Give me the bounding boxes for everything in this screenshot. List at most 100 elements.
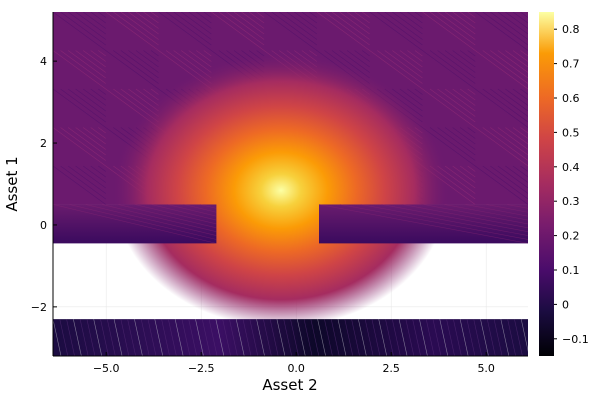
colorbar-tick-label: −0.1	[562, 333, 589, 346]
contour-line	[512, 127, 528, 139]
contour-line	[120, 319, 130, 356]
contour-line	[437, 88, 476, 117]
contour-line	[90, 127, 106, 139]
contour-line	[165, 12, 212, 46]
contour-line	[384, 50, 423, 79]
contour-line	[500, 319, 510, 356]
contour-line	[437, 127, 476, 156]
contour-line	[113, 50, 159, 84]
contour-line	[512, 12, 528, 24]
contour-line	[482, 127, 528, 161]
contour-line	[60, 12, 106, 46]
contour-line	[405, 319, 415, 356]
contour-line	[360, 204, 528, 236]
contour-line	[67, 127, 106, 156]
colorbar-tick-label: 0	[562, 298, 569, 311]
contour-line	[150, 204, 217, 221]
colorbar	[539, 12, 554, 356]
contour-line	[507, 319, 516, 356]
contour-line	[371, 319, 381, 356]
contour-line	[346, 12, 370, 29]
contour-line	[475, 127, 528, 167]
contour-line	[467, 165, 476, 172]
contour-line	[490, 12, 528, 40]
contour-line	[53, 50, 106, 90]
contour-line	[482, 12, 528, 46]
contour-line	[256, 319, 265, 356]
contour-line	[53, 165, 106, 205]
contour-line	[520, 127, 528, 134]
contour-line	[399, 88, 423, 106]
contour-line	[444, 127, 476, 150]
contour-line	[402, 204, 528, 229]
contour-line	[358, 319, 367, 356]
contour-line	[196, 50, 212, 62]
contour-line	[467, 88, 476, 95]
contour-line	[301, 12, 318, 24]
contour-line	[425, 319, 435, 356]
contour-line	[381, 204, 528, 233]
contour-line	[452, 50, 476, 68]
colorbar-tick-label: 0.7	[562, 58, 580, 71]
contour-line	[127, 319, 136, 356]
contour-line	[120, 12, 159, 40]
contour-line	[53, 127, 106, 167]
contour-line	[82, 50, 106, 68]
x-tick-label: 2.5	[382, 362, 400, 375]
contour-line	[310, 319, 320, 356]
contour-line	[150, 88, 159, 95]
contour-line	[173, 12, 212, 40]
contour-line	[497, 127, 528, 150]
plot-frame	[52, 12, 528, 357]
contour-line	[444, 204, 528, 221]
contour-line	[452, 127, 476, 145]
contour-line	[318, 204, 528, 244]
contour-line	[505, 165, 528, 183]
colorbar-tick-label: 0.6	[562, 92, 580, 105]
contour-line	[339, 12, 370, 35]
contour-line	[100, 319, 109, 356]
x-axis-title: Asset 2	[262, 376, 317, 394]
contour-line	[423, 204, 528, 225]
y-tick-label: −2	[31, 301, 47, 314]
contour-line	[196, 12, 212, 24]
contour-line	[437, 50, 476, 79]
contour-line	[330, 319, 340, 356]
contour-line	[459, 165, 476, 178]
contour-line	[128, 50, 159, 73]
contour-line	[134, 319, 143, 356]
contour-line	[98, 127, 106, 134]
y-axis-title: Asset 1	[3, 156, 21, 211]
contour-line	[439, 319, 449, 356]
contour-line	[520, 88, 528, 95]
contour-line	[290, 319, 299, 356]
contour-line	[53, 12, 106, 51]
contour-line	[158, 12, 212, 51]
colorbar-tick-label: 0.8	[562, 23, 580, 36]
contour-line	[497, 88, 528, 112]
contour-line	[168, 319, 177, 356]
contour-line	[520, 12, 528, 18]
contour-line	[90, 88, 106, 101]
contour-line	[475, 88, 528, 128]
contour-line	[385, 319, 394, 356]
contour-line	[459, 127, 476, 139]
contour-line	[407, 88, 423, 101]
contour-line	[324, 319, 333, 356]
contour-line	[241, 12, 265, 29]
contour-line	[466, 319, 476, 356]
contour-line	[135, 50, 159, 68]
contour-line	[60, 165, 106, 200]
contour-line	[453, 319, 462, 356]
x-axis-ticks: −5.0 −2.5 0.0 2.5 5.0	[93, 352, 495, 375]
contour-line	[467, 127, 476, 134]
contour-line	[444, 88, 476, 112]
contour-line	[150, 50, 159, 57]
contour-line	[143, 88, 159, 101]
contour-line	[507, 204, 528, 209]
contour-line	[467, 50, 476, 57]
contour-line	[174, 319, 184, 356]
contour-line	[520, 319, 528, 352]
contour-line	[86, 319, 96, 356]
contour-line	[459, 50, 476, 62]
